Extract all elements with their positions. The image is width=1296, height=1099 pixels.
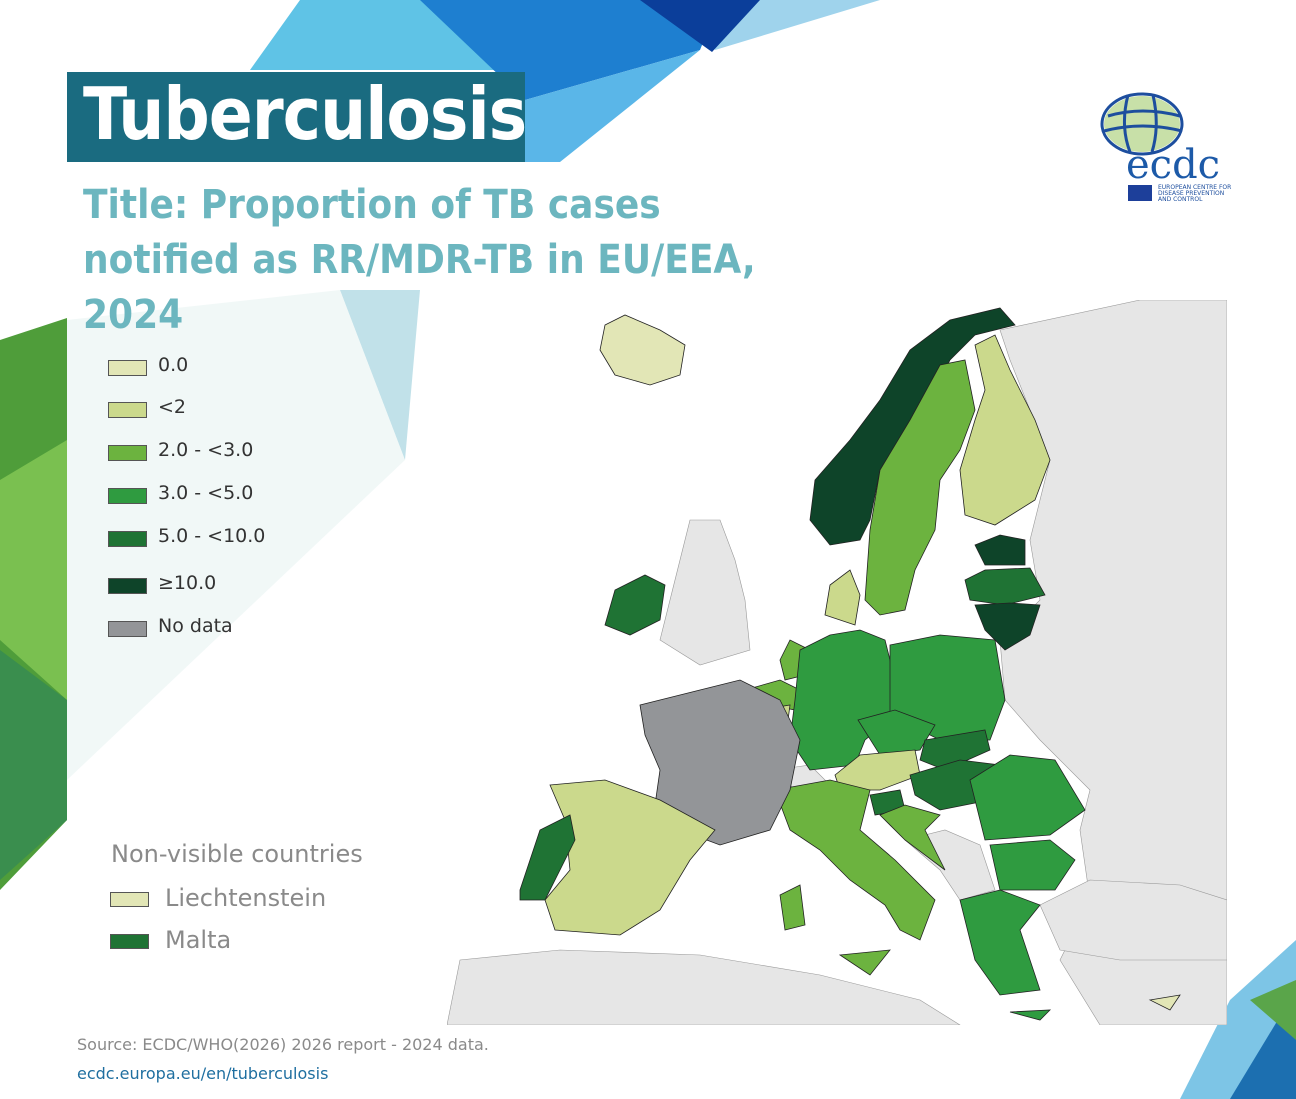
logo-text: ecdc	[1126, 142, 1220, 186]
non-visible-title: Non-visible countries	[111, 840, 363, 868]
country-greece	[1009, 1009, 1052, 1021]
eu-flag-icon	[1128, 185, 1152, 201]
map-subtitle: Title: Proportion of TB cases notified a…	[83, 182, 756, 338]
country-sweden	[864, 359, 976, 616]
non-eu-land	[447, 949, 961, 1025]
ecdc-logo: ecdc	[1098, 86, 1238, 201]
country-slovakia	[919, 729, 991, 771]
legend-label: 5.0 - <10.0	[158, 525, 266, 547]
country-romania	[969, 754, 1086, 841]
legend-swatch	[108, 402, 147, 418]
non-eu-land	[659, 519, 751, 666]
non-visible-label: Malta	[165, 926, 232, 954]
source-link[interactable]: ecdc.europa.eu/en/tuberculosis	[77, 1064, 329, 1083]
legend-swatch	[108, 488, 147, 504]
legend-label: No data	[158, 615, 233, 637]
legend-label: <2	[158, 396, 187, 418]
country-ireland	[604, 574, 666, 636]
country-spain	[544, 779, 716, 936]
country-croatia	[879, 804, 946, 871]
legend-swatch	[110, 934, 149, 949]
country-czechia	[857, 709, 936, 756]
legend-swatch	[108, 360, 147, 376]
country-denmark	[824, 569, 861, 626]
legend-label: ≥10.0	[158, 572, 217, 594]
legend-label: 0.0	[158, 354, 189, 376]
legend-label: 2.0 - <3.0	[158, 439, 254, 461]
country-italy	[779, 884, 806, 931]
country-italy	[838, 949, 891, 976]
country-lithuania	[974, 602, 1041, 651]
legend-label: 3.0 - <5.0	[158, 482, 254, 504]
country-greece	[959, 889, 1041, 996]
page-title: Tuberculosis	[83, 72, 527, 156]
country-cyprus	[1148, 994, 1181, 1011]
country-iceland	[599, 314, 686, 386]
country-france	[639, 679, 801, 846]
non-visible-label: Liechtenstein	[165, 884, 327, 912]
europe-map	[447, 300, 1227, 1025]
non-eu-land	[1039, 879, 1227, 961]
country-norway	[809, 307, 1016, 546]
header-banner	[67, 72, 525, 162]
country-finland	[959, 334, 1051, 526]
legend-swatch	[108, 621, 147, 637]
country-latvia	[964, 567, 1046, 606]
source-text: Source: ECDC/WHO(2026) 2026 report - 202…	[77, 1035, 489, 1054]
logo-tagline: EUROPEAN CENTRE FOR DISEASE PREVENTION A…	[1158, 184, 1232, 203]
legend-swatch	[108, 445, 147, 461]
country-portugal	[519, 814, 576, 901]
non-eu-land	[999, 300, 1227, 1025]
country-estonia	[974, 534, 1026, 566]
country-bulgaria	[989, 839, 1076, 891]
country-italy	[774, 779, 936, 941]
legend-swatch	[108, 531, 147, 547]
legend-swatch	[110, 892, 149, 907]
legend-swatch	[108, 578, 147, 594]
